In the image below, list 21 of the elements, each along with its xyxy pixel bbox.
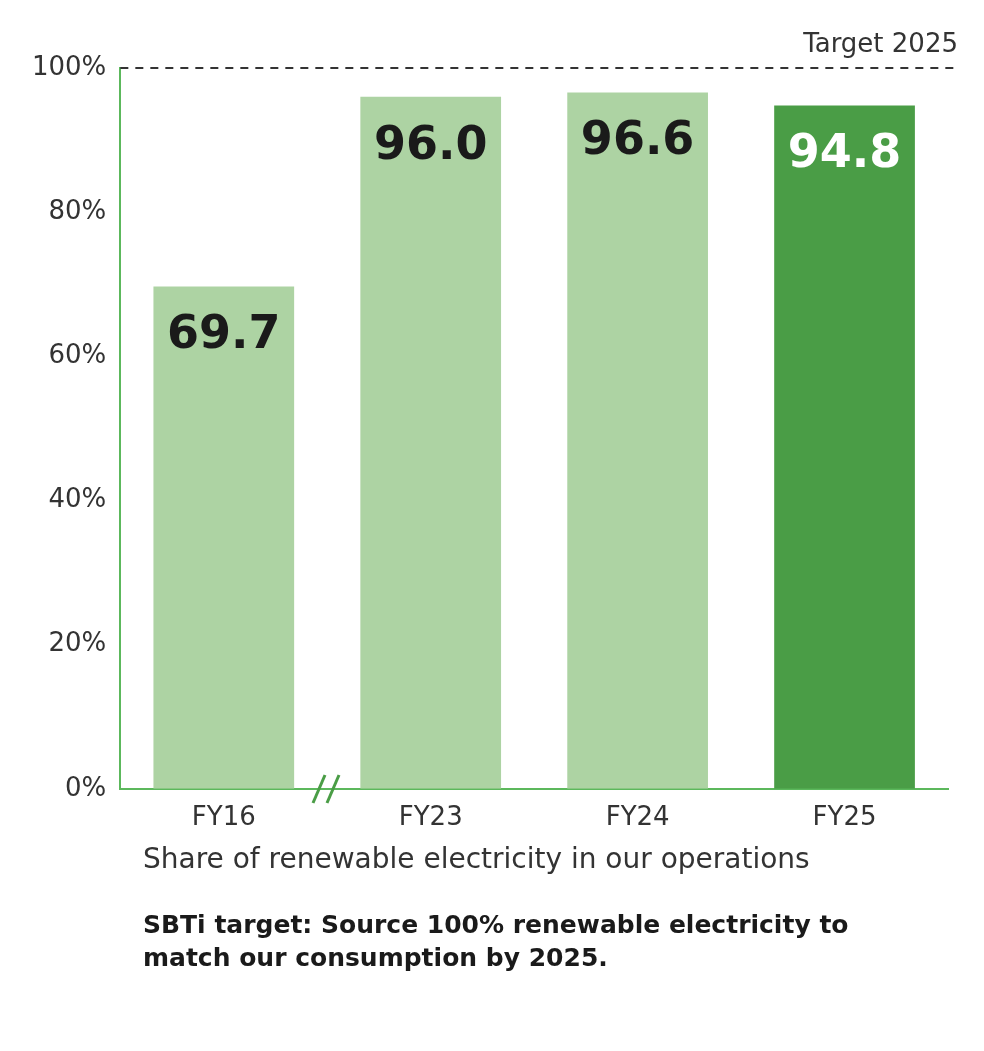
x-tick-label: FY25 [812, 801, 877, 832]
data-label: 94.8 [787, 124, 902, 179]
data-label: 69.7 [167, 305, 281, 360]
text: SBTi target: Source 100% renewable electricity to match our consumption by 2025. [143, 909, 850, 974]
bar [567, 92, 708, 789]
ref-line-label: Target 2025 [802, 27, 958, 58]
bar [360, 96, 502, 789]
data-label: 96.6 [580, 111, 695, 166]
data-label: 96.0 [373, 115, 488, 170]
y-tick-label: 60% [48, 339, 107, 370]
y-tick-label: 20% [48, 627, 107, 658]
x-tick-label: FY16 [191, 801, 256, 832]
y-tick-label: 80% [48, 194, 107, 225]
x-axis-title: Share of renewable electricity in our operations [143, 842, 811, 875]
x-tick-label: FY24 [605, 801, 670, 832]
bar [153, 286, 295, 789]
x-tick-label: FY23 [398, 801, 463, 832]
y-tick-label: 40% [48, 483, 107, 514]
y-tick-label: 100% [31, 50, 107, 81]
bar [774, 105, 915, 789]
y-tick-label: 0% [65, 771, 107, 802]
